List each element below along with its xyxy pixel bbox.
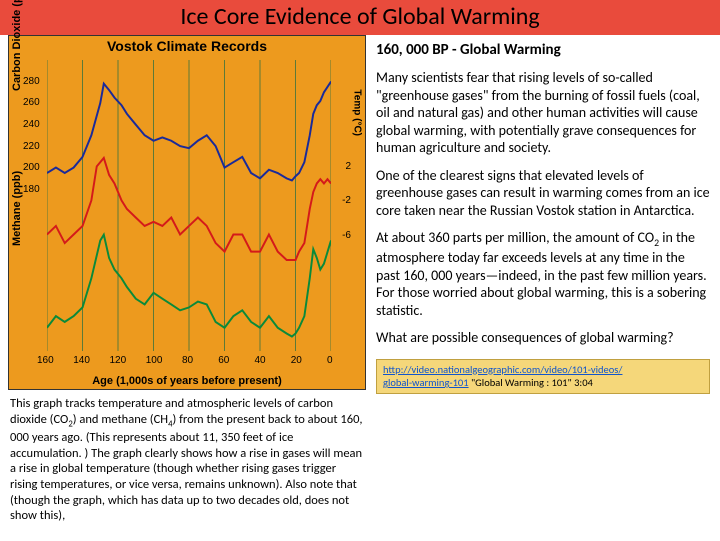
paragraph-3: At about 360 parts per million, the amou… xyxy=(376,229,710,329)
y-axis-label-co2: Carbon Dioxide (ppm) xyxy=(11,0,23,91)
y-axis-label-ch4: Methane (ppb) xyxy=(11,171,23,246)
chart-caption: This graph tracks temperature and atmosp… xyxy=(8,390,366,524)
paragraph-1: Many scientists fear that rising levels … xyxy=(376,69,710,167)
chart-svg xyxy=(47,60,331,351)
video-link-box: http://video.nationalgeographic.com/vide… xyxy=(376,359,710,394)
chart-title: Vostok Climate Records xyxy=(9,38,365,54)
video-tail: "Global Warming : 101" 3:04 xyxy=(469,376,593,389)
x-axis-label: Age (1,000s of years before present) xyxy=(9,375,365,387)
article-title: 160, 000 BP - Global Warming xyxy=(376,41,710,69)
paragraph-2: One of the clearest signs that elevated … xyxy=(376,167,710,230)
page-title: Ice Core Evidence of Global Warming xyxy=(180,2,539,31)
paragraph-4: What are possible consequences of global… xyxy=(376,329,710,357)
chart-plot-area xyxy=(47,60,331,351)
y-axis-label-temp: Temp (°C) xyxy=(352,89,363,136)
vostok-chart: Vostok Climate Records Carbon Dioxide (p… xyxy=(8,35,366,390)
right-column: 160, 000 BP - Global Warming Many scient… xyxy=(370,35,720,541)
main-layout: Vostok Climate Records Carbon Dioxide (p… xyxy=(0,35,720,541)
left-column: Vostok Climate Records Carbon Dioxide (p… xyxy=(0,35,370,541)
page-header: Ice Core Evidence of Global Warming xyxy=(0,0,720,35)
